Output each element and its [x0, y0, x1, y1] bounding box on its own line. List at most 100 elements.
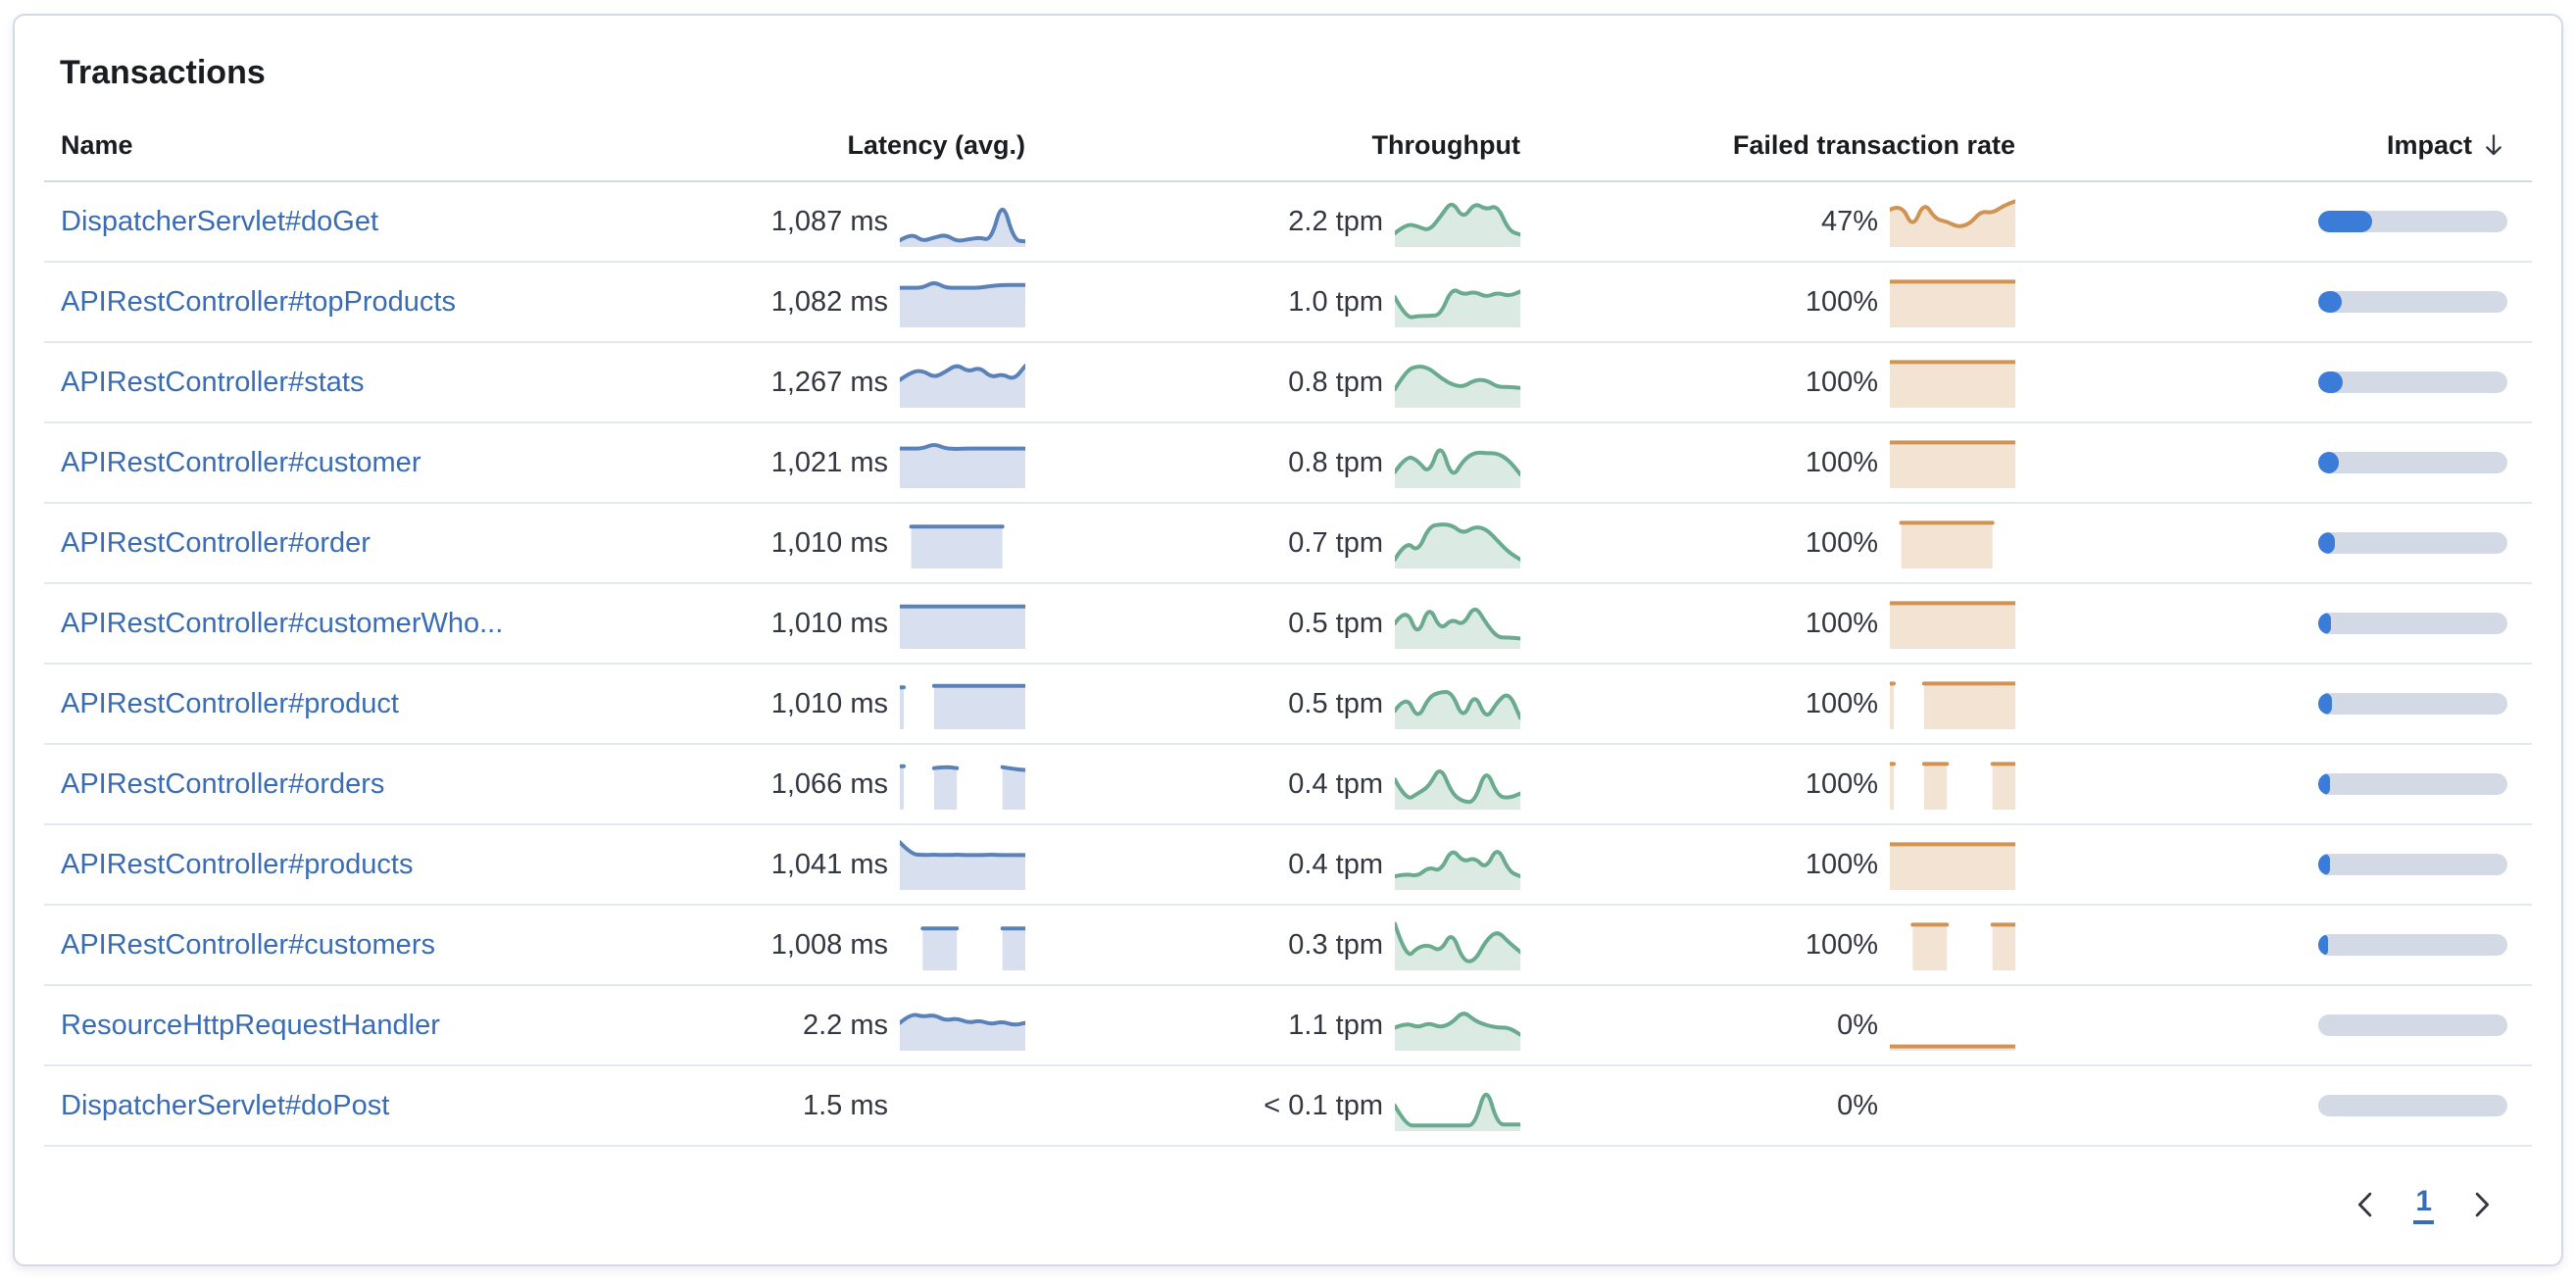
- transaction-name-cell: APIRestController#product: [44, 688, 614, 720]
- transaction-name-link[interactable]: DispatcherServlet#doGet: [61, 205, 378, 237]
- impact-bar-fill: [2318, 693, 2333, 715]
- failed-rate-cell: 100%: [1520, 518, 2015, 568]
- throughput-cell: 0.3 tpm: [1025, 919, 1522, 970]
- throughput-value: 0.4 tpm: [1288, 767, 1383, 800]
- column-header-failed-rate[interactable]: Failed transaction rate: [1732, 129, 2015, 160]
- throughput-value: 0.5 tpm: [1288, 607, 1383, 639]
- latency-value: 1,041 ms: [770, 848, 888, 880]
- impact-bar: [2318, 613, 2507, 634]
- latency-sparkline: [898, 1000, 1027, 1051]
- table-row: APIRestController#customers 1,008 ms 0.3…: [44, 906, 2532, 986]
- impact-cell: [2015, 532, 2532, 554]
- failed-rate-sparkline: [1888, 357, 2017, 408]
- latency-cell: 1,041 ms: [614, 839, 1027, 890]
- failed-rate-value: 100%: [1805, 366, 1878, 398]
- throughput-cell: 0.4 tpm: [1025, 839, 1522, 890]
- failed-rate-cell: 100%: [1520, 839, 2017, 890]
- failed-rate-sparkline: [1888, 276, 2017, 327]
- failed-rate-value: 100%: [1805, 767, 1878, 800]
- sort-desc-icon: [2486, 134, 2502, 156]
- failed-rate-value: 100%: [1805, 687, 1878, 719]
- transaction-name-link[interactable]: APIRestController#stats: [61, 366, 365, 398]
- impact-bar-fill: [2318, 452, 2340, 473]
- column-header-impact[interactable]: Impact: [2015, 130, 2532, 161]
- page-number-current[interactable]: 1: [2413, 1185, 2434, 1224]
- transaction-name-link[interactable]: ResourceHttpRequestHandler: [61, 1009, 440, 1041]
- previous-page-button[interactable]: [2343, 1182, 2388, 1227]
- latency-value: 1,010 ms: [770, 687, 888, 719]
- throughput-value: 2.2 tpm: [1288, 205, 1383, 237]
- failed-rate-value: 100%: [1805, 848, 1878, 880]
- latency-sparkline: [898, 598, 1027, 649]
- failed-rate-cell: 47%: [1520, 196, 2017, 247]
- impact-bar-fill: [2318, 371, 2344, 393]
- latency-cell: 1,021 ms: [614, 437, 1027, 488]
- latency-sparkline: [898, 678, 1027, 729]
- latency-cell: 2.2 ms: [614, 1000, 1027, 1051]
- latency-value: 1,267 ms: [770, 366, 888, 398]
- transaction-name-link[interactable]: APIRestController#orders: [61, 767, 385, 800]
- column-header-latency[interactable]: Latency (avg.): [847, 129, 1025, 160]
- latency-sparkline: [898, 196, 1027, 247]
- latency-value: 1,082 ms: [770, 285, 888, 318]
- latency-sparkline: [900, 919, 1027, 970]
- transactions-panel: Transactions Name Latency (avg.) Through…: [13, 14, 2563, 1266]
- throughput-cell: 1.0 tpm: [1025, 276, 1522, 327]
- transaction-name-cell: DispatcherServlet#doPost: [44, 1090, 614, 1122]
- throughput-sparkline: [1393, 598, 1522, 649]
- latency-cell: 1.5 ms: [614, 1080, 1025, 1131]
- column-header-name[interactable]: Name: [61, 129, 133, 160]
- throughput-cell: 2.2 tpm: [1025, 196, 1522, 247]
- impact-cell: [2015, 291, 2532, 313]
- transaction-name-cell: APIRestController#orders: [44, 768, 614, 801]
- failed-rate-sparkline: [1888, 839, 2017, 890]
- failed-rate-value: 0%: [1837, 1009, 1878, 1041]
- transaction-name-link[interactable]: APIRestController#topProducts: [61, 285, 456, 318]
- throughput-value: 1.1 tpm: [1288, 1009, 1383, 1041]
- chevron-left-icon: [2358, 1192, 2372, 1217]
- next-page-button[interactable]: [2459, 1182, 2504, 1227]
- column-header-throughput[interactable]: Throughput: [1371, 129, 1520, 160]
- latency-cell: 1,087 ms: [614, 196, 1027, 247]
- table-row: APIRestController#products 1,041 ms 0.4 …: [44, 825, 2532, 906]
- impact-bar-fill: [2318, 854, 2330, 875]
- transaction-name-link[interactable]: DispatcherServlet#doPost: [61, 1089, 390, 1121]
- latency-sparkline: [900, 1080, 1025, 1131]
- transaction-name-link[interactable]: APIRestController#product: [61, 687, 399, 719]
- transaction-name-link[interactable]: APIRestController#customers: [61, 928, 435, 961]
- impact-bar-fill: [2318, 613, 2331, 634]
- failed-rate-value: 100%: [1805, 446, 1878, 478]
- transaction-name-link[interactable]: APIRestController#customerWho...: [61, 607, 504, 639]
- failed-rate-sparkline: [1890, 1080, 2015, 1131]
- impact-bar: [2318, 854, 2507, 875]
- failed-rate-cell: 100%: [1520, 437, 2017, 488]
- impact-bar: [2318, 211, 2507, 232]
- transaction-name-link[interactable]: APIRestController#customer: [61, 446, 421, 478]
- throughput-value: < 0.1 tpm: [1263, 1089, 1383, 1121]
- latency-cell: 1,010 ms: [614, 518, 1025, 568]
- throughput-cell: 0.8 tpm: [1025, 357, 1522, 408]
- latency-value: 1.5 ms: [802, 1089, 888, 1121]
- impact-bar-fill: [2318, 532, 2336, 554]
- table-row: APIRestController#product 1,010 ms 0.5 t…: [44, 665, 2532, 745]
- throughput-sparkline: [1393, 759, 1522, 810]
- table-row: APIRestController#order 1,010 ms 0.7 tpm…: [44, 504, 2532, 584]
- latency-value: 1,066 ms: [770, 767, 888, 800]
- failed-rate-sparkline: [1888, 196, 2017, 247]
- latency-value: 2.2 ms: [802, 1009, 888, 1041]
- throughput-value: 0.7 tpm: [1288, 526, 1383, 559]
- throughput-cell: 0.5 tpm: [1025, 678, 1522, 729]
- transaction-name-link[interactable]: APIRestController#order: [61, 526, 371, 559]
- impact-cell: [2015, 934, 2532, 956]
- impact-cell: [2015, 1095, 2532, 1116]
- throughput-cell: 0.4 tpm: [1025, 759, 1522, 810]
- failed-rate-value: 47%: [1820, 205, 1878, 237]
- throughput-cell: < 0.1 tpm: [1025, 1080, 1522, 1131]
- transaction-name-cell: DispatcherServlet#doGet: [44, 206, 614, 238]
- throughput-sparkline: [1393, 518, 1522, 568]
- failed-rate-sparkline: [1888, 759, 2017, 810]
- latency-sparkline: [898, 357, 1027, 408]
- table-header-row: Name Latency (avg.) Throughput Failed tr…: [44, 100, 2532, 182]
- transaction-name-link[interactable]: APIRestController#products: [61, 848, 414, 880]
- table-row: APIRestController#customerWho... 1,010 m…: [44, 584, 2532, 665]
